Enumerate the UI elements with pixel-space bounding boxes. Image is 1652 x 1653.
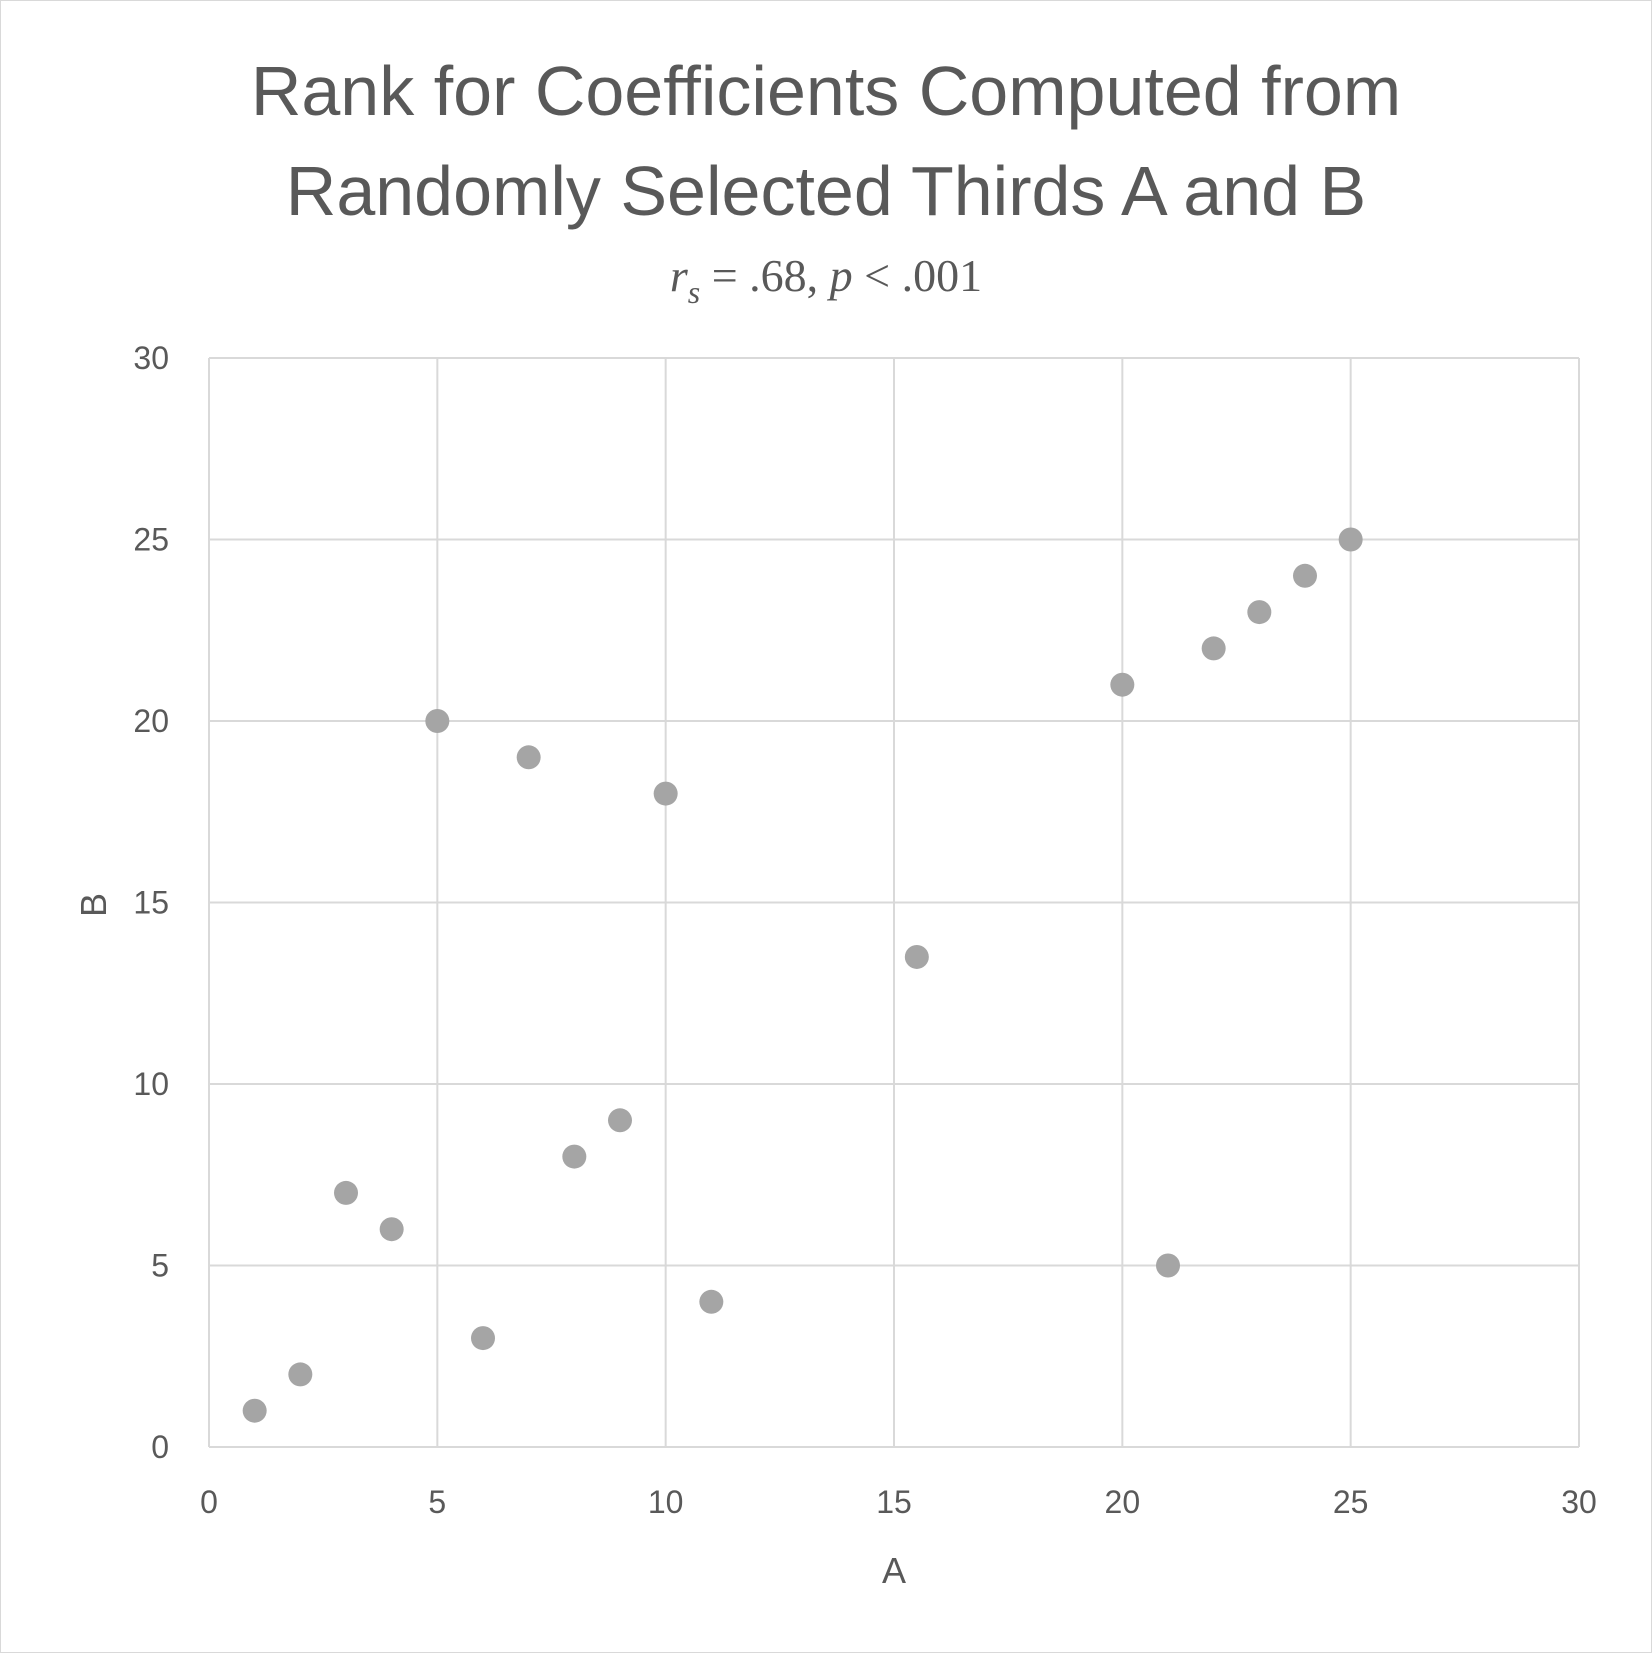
y-tick-label: 20 — [133, 703, 169, 739]
y-tick-label: 15 — [133, 885, 169, 921]
x-tick-label: 15 — [876, 1484, 912, 1520]
scatter-point — [608, 1108, 632, 1133]
scatter-point — [425, 709, 450, 733]
scatter-point — [516, 745, 541, 770]
x-tick-label: 20 — [1105, 1484, 1141, 1520]
scatter-point — [1110, 672, 1135, 697]
x-tick-label: 30 — [1561, 1484, 1597, 1520]
scatter-point — [1293, 563, 1317, 588]
scatter-point — [904, 944, 929, 969]
chart-title-line-1: Rank for Coefficients Computed from — [251, 52, 1401, 130]
subtitle-s: s — [688, 274, 700, 310]
x-tick-label: 10 — [648, 1484, 684, 1520]
scatter-point — [653, 781, 678, 806]
subtitle-p: p — [827, 250, 853, 301]
y-tick-label: 0 — [151, 1429, 169, 1465]
scatter-point — [1247, 600, 1272, 625]
x-axis-label: A — [882, 1550, 906, 1591]
scatter-point — [242, 1398, 267, 1423]
y-tick-label: 5 — [151, 1248, 169, 1284]
tick-labels: 0 5 10 15 20 25 30 0 5 10 15 20 25 30 — [133, 340, 1596, 1520]
grid-lines — [208, 357, 1580, 1448]
chart-subtitle: rs = .68, p < .001 — [670, 250, 982, 310]
y-tick-label: 10 — [133, 1066, 169, 1102]
chart-title-line-2: Randomly Selected Thirds A and B — [286, 152, 1366, 230]
scatter-point — [471, 1326, 495, 1351]
data-points — [242, 527, 1363, 1423]
scatter-point — [699, 1289, 724, 1314]
scatter-point — [562, 1144, 587, 1169]
y-tick-label: 25 — [133, 522, 169, 558]
y-axis-label: B — [73, 893, 114, 917]
subtitle-rest-1: = .68, — [700, 250, 829, 301]
x-tick-label: 5 — [428, 1484, 446, 1520]
x-tick-label: 25 — [1333, 1484, 1369, 1520]
scatter-point — [379, 1217, 404, 1242]
scatter-point — [334, 1180, 358, 1205]
y-tick-label: 30 — [133, 340, 169, 376]
scatter-point — [1201, 636, 1226, 661]
subtitle-r: r — [670, 250, 689, 301]
scatter-point — [1156, 1253, 1180, 1278]
x-tick-label: 0 — [200, 1484, 218, 1520]
scatter-point — [1338, 527, 1363, 552]
subtitle-rest-2: < .001 — [853, 250, 982, 301]
scatter-point — [288, 1362, 313, 1387]
